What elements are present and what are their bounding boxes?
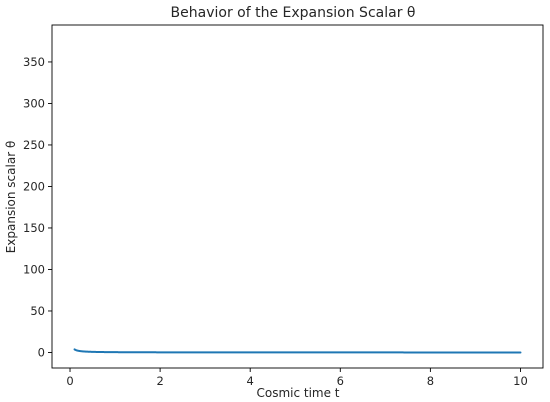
y-tick-label: 50 xyxy=(30,304,45,318)
y-tick-label: 300 xyxy=(23,96,45,110)
y-tick-label: 200 xyxy=(23,179,45,193)
x-tick-label: 0 xyxy=(66,374,73,388)
x-axis: 0 2 4 6 8 10 xyxy=(66,368,528,388)
plot-frame xyxy=(51,24,544,369)
x-tick-label: 8 xyxy=(427,374,434,388)
y-tick-label: 150 xyxy=(23,221,45,235)
y-tick-label: 0 xyxy=(38,345,45,359)
chart-title: Behavior of the Expansion Scalar θ xyxy=(171,5,416,21)
y-axis-label: Expansion scalar θ xyxy=(4,141,18,254)
x-tick-label: 10 xyxy=(513,374,528,388)
x-tick-label: 2 xyxy=(156,374,163,388)
series-layer xyxy=(73,348,522,354)
y-tick-label: 250 xyxy=(23,138,45,152)
x-axis-label: Cosmic time t xyxy=(256,386,339,400)
series-line-0 xyxy=(73,348,522,354)
x-tick-label: 6 xyxy=(337,374,344,388)
y-tick-label: 100 xyxy=(23,262,45,276)
y-axis: 0 50 100 150 200 250 300 350 xyxy=(23,55,52,359)
y-tick-label: 350 xyxy=(23,55,45,69)
x-tick-label: 4 xyxy=(247,374,254,388)
